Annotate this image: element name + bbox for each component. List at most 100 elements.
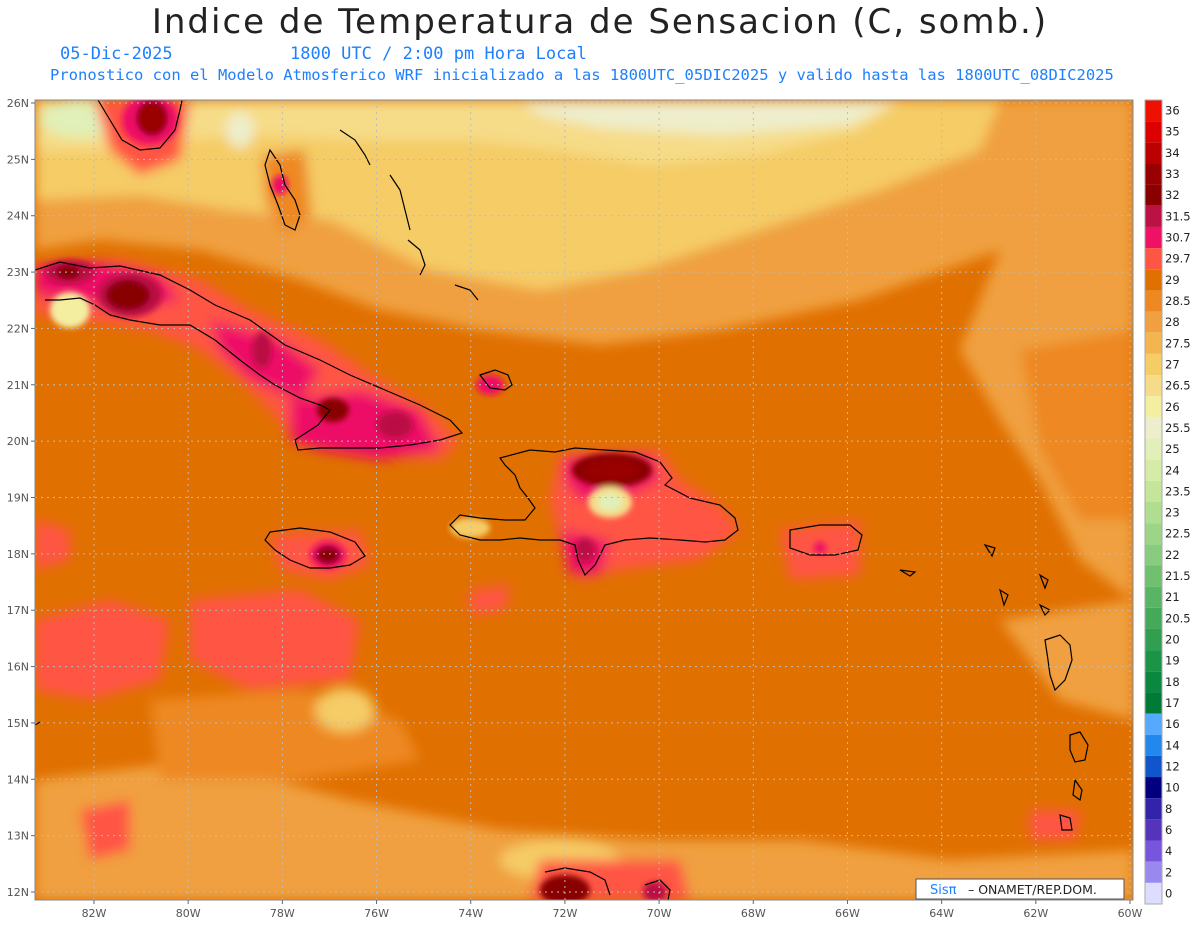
lat-tick-label: 16N	[7, 661, 29, 674]
colorbar-swatch	[1145, 650, 1162, 672]
colorbar-label: 33	[1165, 167, 1180, 181]
colorbar-label: 30.7	[1165, 231, 1191, 245]
temperature-field	[35, 100, 1133, 900]
colorbar-label: 35	[1165, 125, 1180, 139]
lon-tick-label: 64W	[929, 907, 954, 920]
model-info: Pronostico con el Modelo Atmosferico WRF…	[50, 66, 1114, 84]
colorbar-swatch	[1145, 100, 1162, 122]
colorbar-swatch	[1145, 502, 1162, 524]
colorbar-swatch	[1145, 226, 1162, 249]
lon-tick-label: 62W	[1023, 907, 1048, 920]
lat-tick-label: 17N	[7, 604, 29, 617]
colorbar-label: 17	[1165, 696, 1180, 710]
colorbar-swatch	[1145, 417, 1162, 439]
colorbar-label: 16	[1165, 717, 1180, 731]
colorbar-swatch	[1145, 269, 1162, 291]
colorbar-label: 34	[1165, 146, 1180, 160]
colorbar-swatch	[1145, 544, 1162, 566]
colorbar-swatch	[1145, 184, 1162, 206]
lon-tick-label: 80W	[176, 907, 201, 920]
colorbar-swatch	[1145, 332, 1162, 354]
lon-tick-label: 82W	[82, 907, 107, 920]
lat-tick-label: 24N	[7, 210, 29, 223]
colorbar-label: 4	[1165, 844, 1172, 858]
colorbar-swatch	[1145, 438, 1162, 460]
colorbar-swatch	[1145, 861, 1162, 883]
colorbar-label: 20.5	[1165, 611, 1191, 625]
credit-text: – ONAMET/REP.DOM.	[968, 882, 1097, 897]
lon-tick-label: 76W	[364, 907, 389, 920]
colorbar-label: 21.5	[1165, 569, 1191, 583]
colorbar-label: 23	[1165, 506, 1180, 520]
colorbar-swatch	[1145, 396, 1162, 418]
colorbar-swatch	[1145, 798, 1162, 820]
lat-tick-label: 25N	[7, 153, 29, 166]
colorbar-swatch	[1145, 734, 1162, 756]
lat-tick-label: 22N	[7, 322, 29, 335]
lon-tick-label: 60W	[1118, 907, 1143, 920]
colorbar-swatch	[1145, 248, 1162, 270]
colorbar-swatch	[1145, 290, 1162, 312]
colorbar-swatch	[1145, 353, 1162, 376]
colorbar-label: 28	[1165, 315, 1180, 329]
colorbar-label: 21	[1165, 590, 1180, 604]
colorbar-label: 8	[1165, 802, 1172, 816]
colorbar: 363534333231.530.729.72928.52827.52726.5…	[1144, 99, 1191, 905]
lat-tick-label: 14N	[7, 773, 29, 786]
lat-tick-label: 19N	[7, 492, 29, 505]
colorbar-swatch	[1145, 205, 1162, 227]
lat-tick-label: 26N	[7, 97, 29, 110]
colorbar-label: 32	[1165, 188, 1180, 202]
lon-tick-label: 72W	[552, 907, 577, 920]
colorbar-label: 20	[1165, 633, 1180, 647]
lon-tick-label: 74W	[458, 907, 483, 920]
credit-box: Sisπ – ONAMET/REP.DOM.	[915, 878, 1125, 900]
colorbar-swatch	[1145, 523, 1162, 545]
colorbar-label: 26.5	[1165, 379, 1191, 393]
lat-lon-grid	[35, 100, 1133, 900]
colorbar-swatch	[1145, 628, 1162, 651]
colorbar-label: 27	[1165, 357, 1180, 371]
forecast-date: 05-Dic-2025	[60, 44, 173, 64]
colorbar-swatch	[1145, 819, 1162, 841]
lon-tick-label: 70W	[647, 907, 672, 920]
colorbar-label: 6	[1165, 823, 1172, 837]
longitude-axis: 82W 80W 78W 76W 74W 72W 70W 68W 66W 64W 62W 60W	[82, 900, 1143, 920]
colorbar-swatch	[1145, 121, 1162, 143]
colorbar-swatch	[1145, 713, 1162, 735]
colorbar-label: 29.7	[1165, 252, 1191, 266]
colorbar-swatch	[1145, 586, 1162, 608]
colorbar-swatch	[1145, 840, 1162, 862]
colorbar-swatch	[1145, 311, 1162, 333]
lon-tick-label: 78W	[270, 907, 295, 920]
colorbar-label: 25.5	[1165, 421, 1191, 435]
colorbar-swatch	[1145, 163, 1162, 185]
lat-tick-label: 21N	[7, 379, 29, 392]
lat-tick-label: 18N	[7, 548, 29, 561]
colorbar-label: 2	[1165, 865, 1172, 879]
colorbar-label: 31.5	[1165, 209, 1191, 223]
colorbar-label: 28.5	[1165, 294, 1191, 308]
colorbar-swatch	[1145, 375, 1162, 397]
colorbar-swatch	[1145, 480, 1162, 502]
lat-tick-label: 13N	[7, 830, 29, 843]
colorbar-label: 27.5	[1165, 336, 1191, 350]
coastlines	[35, 100, 1089, 900]
colorbar-label: 14	[1165, 738, 1180, 752]
colorbar-label: 10	[1165, 781, 1180, 795]
lon-tick-label: 66W	[835, 907, 860, 920]
colorbar-label: 22	[1165, 548, 1180, 562]
colorbar-swatch	[1145, 755, 1162, 778]
lat-tick-label: 12N	[7, 886, 29, 899]
chart-title: Indice de Temperatura de Sensacion (C, s…	[151, 2, 1049, 42]
colorbar-swatch	[1145, 142, 1162, 164]
colorbar-label: 36	[1165, 104, 1180, 118]
lon-tick-label: 68W	[741, 907, 766, 920]
colorbar-label: 0	[1165, 886, 1172, 900]
credit-brand: Sisπ	[930, 883, 957, 898]
colorbar-swatch	[1145, 882, 1162, 904]
latitude-axis: 26N 25N 24N 23N 22N 21N 20N 19N 18N 17N 16N 15N 14N 1…	[7, 97, 35, 899]
colorbar-label: 19	[1165, 654, 1180, 668]
colorbar-swatch	[1145, 565, 1162, 587]
